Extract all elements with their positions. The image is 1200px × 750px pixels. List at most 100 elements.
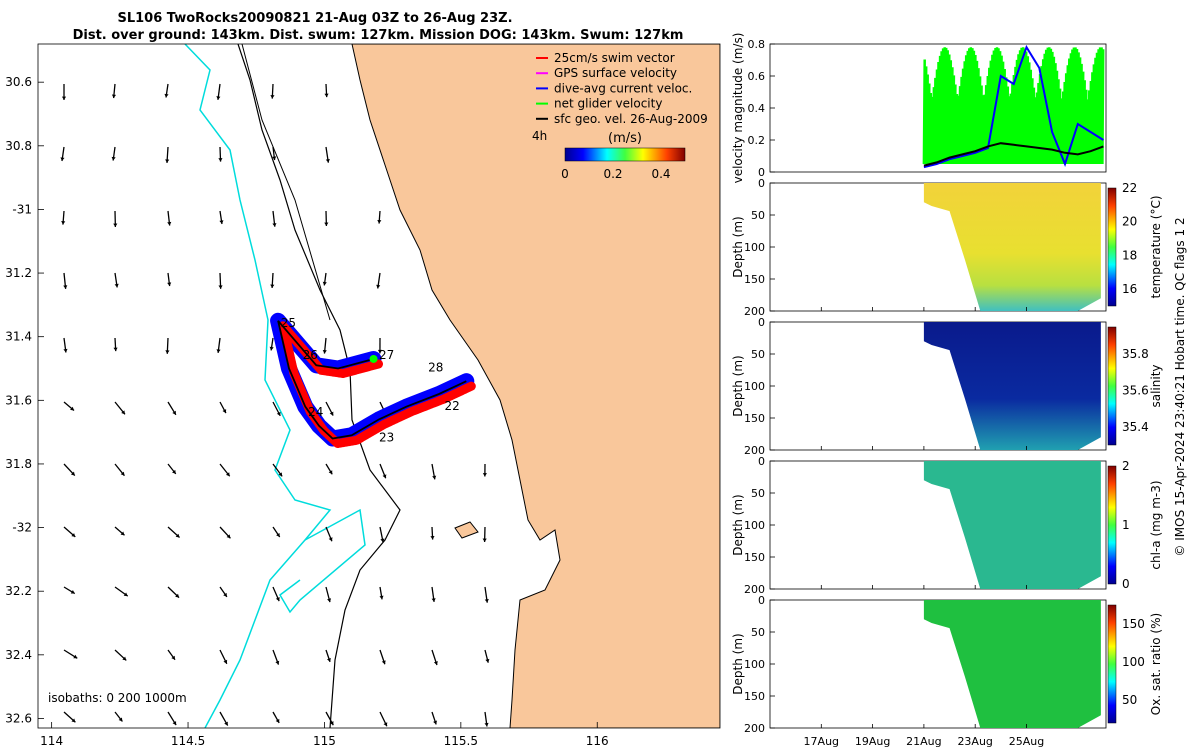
map-y-tick-label: 32.2	[5, 584, 32, 598]
depth-tick-label: 50	[751, 626, 765, 639]
section-ylabel: Depth (m)	[731, 355, 745, 416]
map-x-tick-label: 114	[40, 734, 63, 748]
island	[454, 521, 479, 539]
velocity-y-tick-label: 0.6	[748, 70, 766, 83]
depth-tick-label: 50	[751, 209, 765, 222]
current-vector-head	[165, 350, 170, 354]
current-vector-head	[226, 534, 231, 539]
current-vector-head	[71, 718, 76, 723]
depth-tick-label: 200	[744, 305, 765, 318]
current-vector-head	[61, 96, 67, 100]
day-labels: 25 26 27 28 22 23 24	[281, 316, 460, 445]
current-vector-head	[383, 722, 388, 727]
current-vector-head	[482, 473, 487, 477]
current-vector-head	[328, 470, 333, 475]
current-vector-head	[272, 223, 277, 227]
current-vector-head	[167, 282, 172, 287]
net-glider-velocity-band	[922, 47, 1105, 165]
chart-title: SL106 TwoRocks20090821 21-Aug 03Z to 26-…	[117, 11, 512, 26]
current-vector-head	[60, 157, 65, 162]
depth-tick-label: 150	[744, 551, 765, 564]
velocity-y-tick-label: 0.2	[748, 134, 766, 147]
current-vector-head	[118, 717, 123, 722]
section-oxygen: 0 50 100 150 200 Depth (m) 50 100 150 Ox. sat. ra…	[731, 594, 1163, 748]
colorbar-tick-label: 35.4	[1122, 420, 1149, 434]
isobath-1000m-loop	[279, 508, 366, 614]
section-ylabel: Depth (m)	[731, 216, 745, 277]
colorbar-tick-label: 50	[1122, 693, 1137, 707]
velocity-y-tick-label: 0.8	[748, 38, 766, 51]
depth-tick-label: 50	[751, 487, 765, 500]
colorbar-tick-label: 22	[1122, 181, 1137, 195]
depth-tick-label: 100	[744, 241, 765, 254]
time-tick-label: 17Aug	[804, 735, 839, 748]
current-vector-head	[484, 722, 489, 727]
current-vector-head	[382, 474, 387, 479]
section-ylabel: Depth (m)	[731, 633, 745, 694]
current-vector-head	[482, 538, 487, 543]
colorbar-label: salinity	[1149, 364, 1163, 407]
section-ylabel: Depth (m)	[731, 494, 745, 555]
current-vector-head	[433, 720, 438, 725]
depth-tick-label: 100	[744, 658, 765, 671]
legend-label: dive-avg current veloc.	[554, 81, 692, 95]
legend-label: 25cm/s swim vector	[554, 51, 675, 65]
current-vector-head	[63, 348, 68, 353]
current-vector-head	[377, 349, 383, 354]
current-vector-head	[431, 598, 436, 602]
colorbar-label: Ox. sat. ratio (%)	[1149, 613, 1163, 715]
day-label: 26	[303, 348, 318, 362]
current-vector-head	[324, 93, 329, 98]
current-vector-head	[175, 593, 180, 598]
depth-tick-label: 100	[744, 380, 765, 393]
footer-note: © IMOS 15-Apr-2024 23:40:21 Hobart time.…	[1173, 217, 1187, 556]
legend-label: sfc geo. vel. 26-Aug-2009	[554, 112, 708, 126]
current-vector-head	[278, 472, 283, 477]
map-y-tick-label: -32	[12, 521, 32, 535]
current-vector-head	[222, 409, 227, 414]
colorbar-label: chl-a (mg m-3)	[1149, 480, 1163, 569]
glider-tracks	[270, 312, 476, 448]
depth-tick-label: 100	[744, 519, 765, 532]
time-tick-label: 21Aug	[906, 735, 941, 748]
speed-colorbar	[564, 147, 686, 162]
current-vector-head	[223, 659, 228, 664]
current-vector-head	[276, 411, 281, 416]
colorbar-tick-label: 2	[1122, 459, 1130, 473]
depth-tick-label: 200	[744, 722, 765, 735]
current-vector-head	[275, 597, 280, 602]
current-vector-head	[380, 538, 385, 543]
depth-tick-label: 0	[758, 455, 765, 468]
map-y-tick-label: 32.6	[5, 711, 32, 725]
map-x-axis: 114 114.5 115 115.5 116	[40, 722, 609, 748]
depth-tick-label: 0	[758, 594, 765, 607]
colorbar-tick-label: 20	[1122, 215, 1137, 229]
isobath-1000m	[184, 44, 332, 728]
current-vector-head	[329, 721, 334, 726]
section-data	[923, 183, 1101, 311]
day-label: 25	[281, 316, 296, 330]
current-vector-head	[376, 284, 381, 289]
velocity-panel: 0 0.2 0.4 0.6 0.8 velocity magnitude (m/s)	[731, 33, 1107, 183]
current-vector-head	[328, 537, 333, 542]
current-vector-head	[325, 158, 330, 163]
colorbar-tick-label: 35.6	[1122, 384, 1149, 398]
section-data	[923, 322, 1101, 450]
map-y-tick-label: 31.4	[5, 330, 32, 344]
current-vector-head	[225, 472, 230, 477]
colorbar-tick-label: 0.2	[603, 167, 622, 181]
current-vector-head	[484, 598, 489, 603]
current-vector-head	[377, 219, 382, 224]
current-vector-head	[71, 533, 76, 537]
current-vector-head	[120, 471, 125, 476]
day-label: 28	[428, 361, 443, 375]
section-colorbar	[1107, 465, 1117, 585]
current-vector-head	[219, 220, 224, 224]
map-y-tick-label: 31.8	[5, 457, 32, 471]
current-vector-head	[122, 656, 127, 661]
current-vector-head	[123, 592, 128, 597]
velocity-y-tick-label: 0.4	[748, 102, 766, 115]
time-step-label: 4h	[532, 129, 547, 143]
